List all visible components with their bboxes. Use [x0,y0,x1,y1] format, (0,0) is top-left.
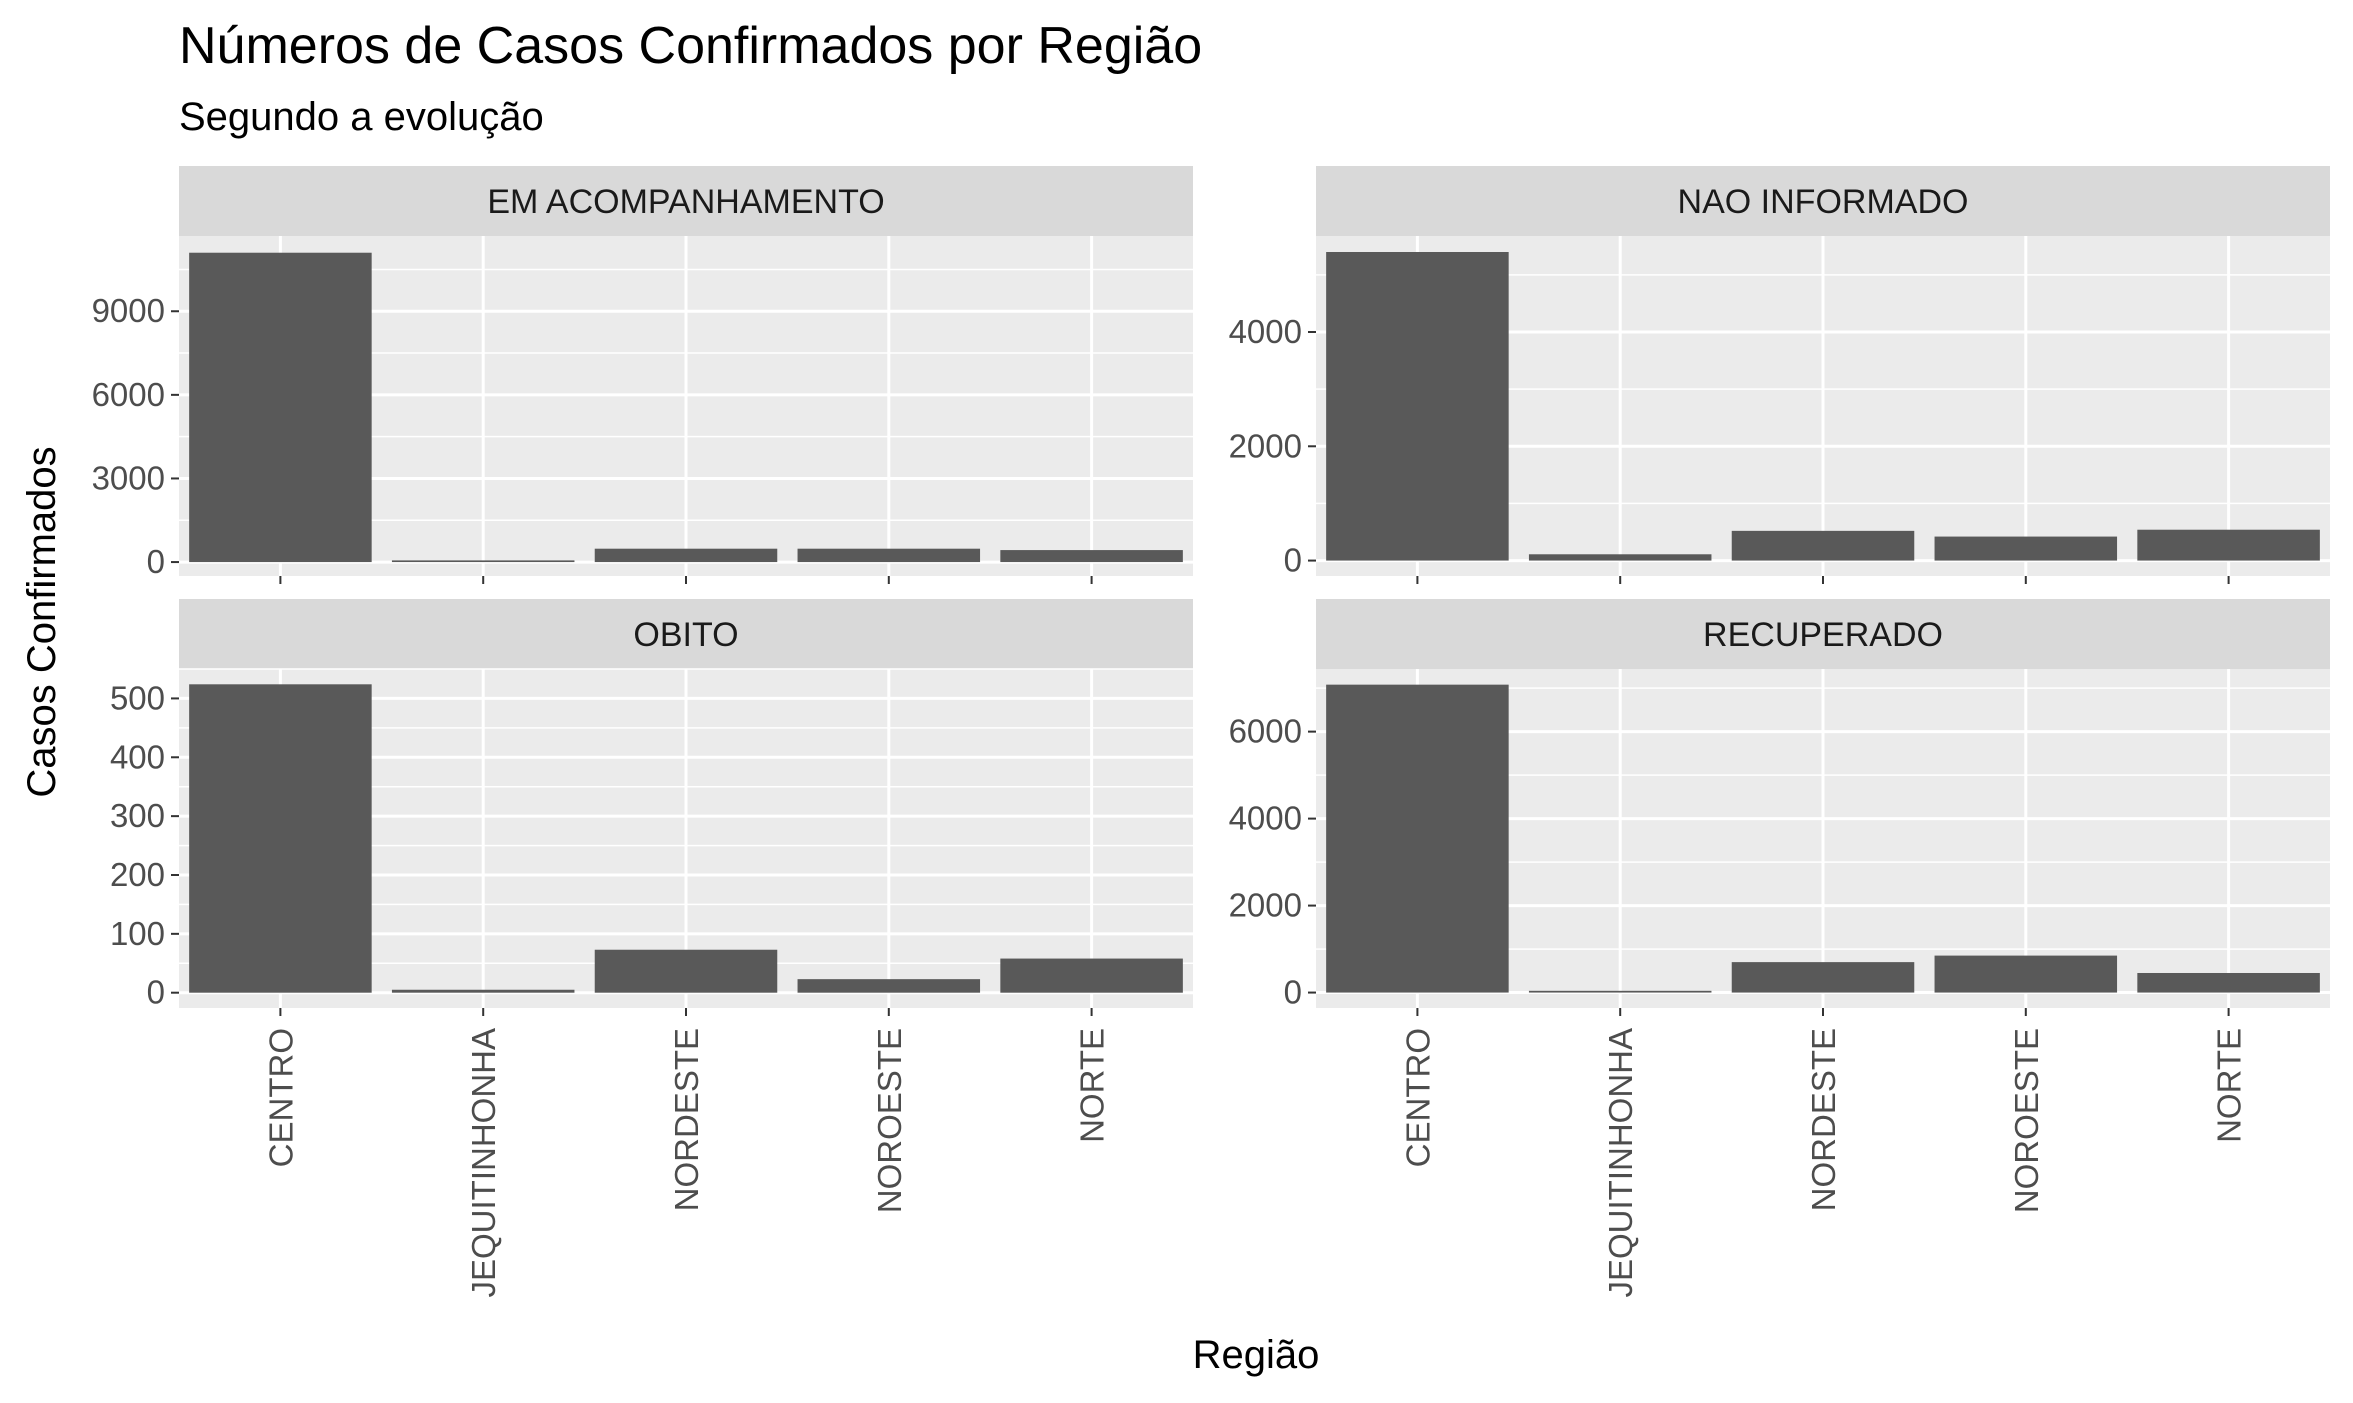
bar [1934,955,2118,993]
bar [594,548,778,563]
x-tick-label: JEQUITINHONHA [465,1028,502,1298]
bar [2137,972,2320,993]
y-tick-label: 0 [147,974,165,1011]
facet-strip-label: NAO INFORMADO [1678,183,1969,221]
x-tick-label: NORTE [2211,1028,2248,1143]
bar [189,684,372,993]
y-tick-label: 4000 [1229,800,1302,837]
x-tick-label: NORDESTE [668,1028,705,1211]
bar [1000,958,1183,993]
y-tick-label: 0 [1284,974,1302,1011]
y-tick-label: 0 [147,543,165,580]
facet-panel: NAO INFORMADO 0 2000 4000 [1229,166,2330,584]
facet-strip-label: RECUPERADO [1703,616,1943,654]
bar [1000,550,1183,563]
x-tick-label: NORDESTE [1805,1028,1842,1211]
facet-panel: RECUPERADO 0 2000 4000 6000 CENTRO JEQUITINHON… [1229,599,2330,1298]
bar [1528,990,1712,993]
y-tick-label: 0 [1284,542,1302,579]
bar [797,979,981,993]
y-tick-label: 2000 [1229,427,1302,464]
y-axis-title: Casos Confirmados [20,446,64,797]
chart-subtitle: Segundo a evolução [179,95,544,139]
bar [797,548,981,563]
x-tick-label: NORTE [1074,1028,1111,1143]
bar [391,989,575,993]
facet-strip [179,599,1193,669]
y-tick-label: 4000 [1229,313,1302,350]
y-tick-label: 6000 [92,376,165,413]
bar [2137,529,2320,561]
x-tick-label: CENTRO [1399,1028,1436,1167]
facet-panel: OBITO 0 100 200 300 400 500 CENTRO JEQUITINHONHA… [110,599,1193,1298]
y-tick-label: 100 [110,915,165,952]
facet-strip-label: EM ACOMPANHAMENTO [487,183,884,221]
y-tick-label: 3000 [92,459,165,496]
bar [1326,684,1509,993]
bar [1528,554,1712,561]
bar [1934,536,2118,561]
bar [594,949,778,993]
x-tick-label: NOROESTE [2008,1028,2045,1213]
y-tick-label: 500 [110,679,165,716]
x-tick-label: CENTRO [262,1028,299,1167]
x-tick-label: NOROESTE [871,1028,908,1213]
facet-strip [179,166,1193,236]
facet-strip [1316,599,2330,669]
x-tick-label: JEQUITINHONHA [1602,1028,1639,1298]
bar [391,560,575,563]
bar [189,252,372,563]
y-tick-label: 300 [110,797,165,834]
facet-panel: EM ACOMPANHAMENTO 0 3000 6000 9000 [92,166,1193,584]
y-tick-label: 400 [110,738,165,775]
bar [1326,252,1509,561]
chart-title: Números de Casos Confirmados por Região [179,17,1202,75]
y-tick-label: 2000 [1229,887,1302,924]
y-tick-label: 200 [110,856,165,893]
facet-strip-label: OBITO [633,616,738,654]
facet-strip [1316,166,2330,236]
x-axis-title: Região [1193,1333,1320,1377]
bar [1731,530,1915,561]
bar [1731,962,1915,993]
y-tick-label: 6000 [1229,713,1302,750]
y-tick-label: 9000 [92,292,165,329]
